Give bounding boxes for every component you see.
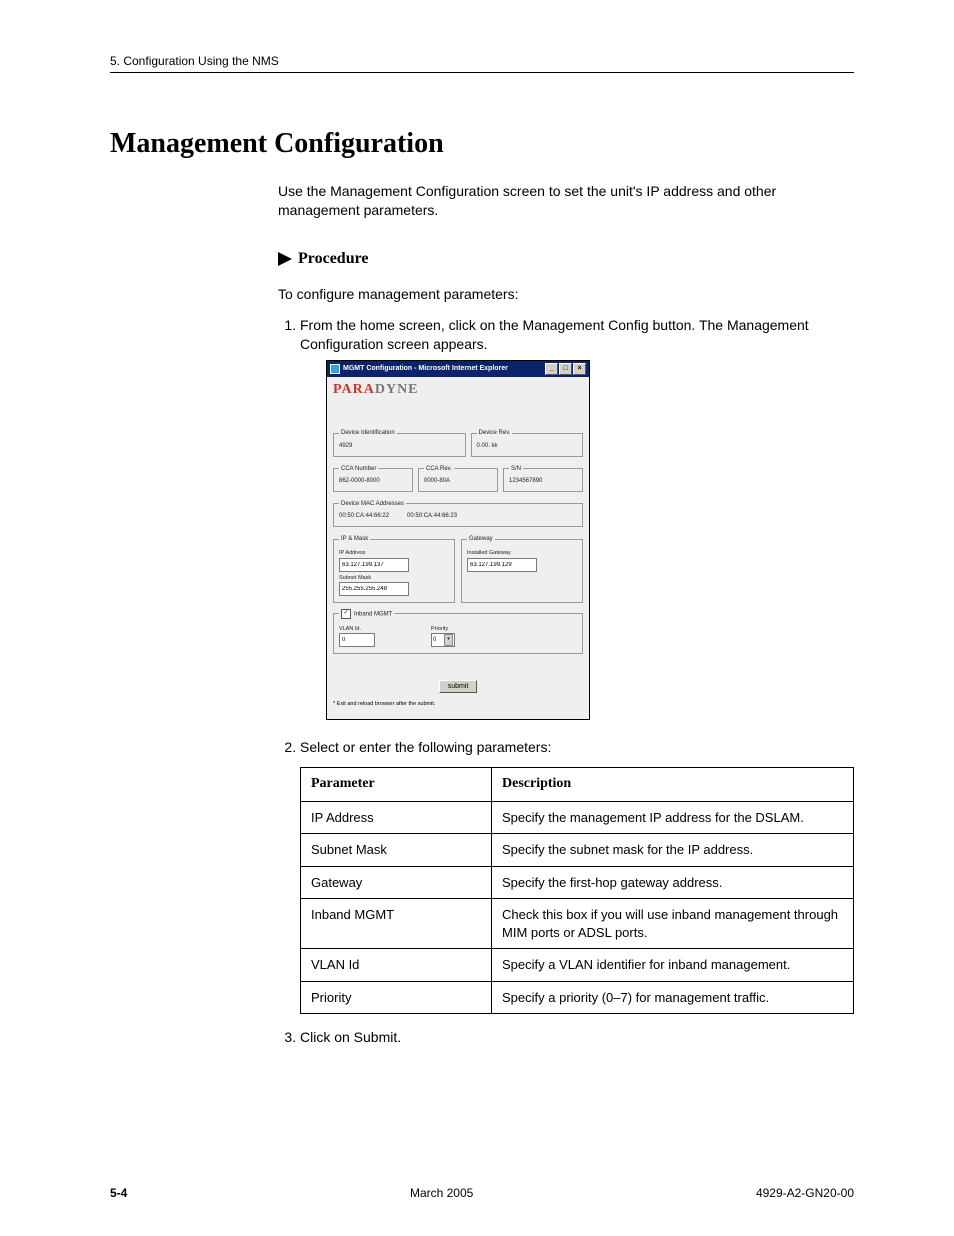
play-arrow-icon: [278, 252, 292, 266]
paradyne-logo: PARADYNE: [333, 381, 583, 400]
gateway-label: Installed Gateway: [467, 550, 577, 557]
brand-part-1: PARA: [333, 382, 375, 397]
cca-rev-value: 0000-80A: [424, 478, 450, 484]
mgmt-config-window: MGMT Configuration - Microsoft Internet …: [326, 360, 590, 720]
table-row: Inband MGMT Check this box if you will u…: [301, 899, 854, 949]
ie-app-icon: [330, 364, 340, 374]
table-row: VLAN Id Specify a VLAN identifier for in…: [301, 949, 854, 982]
mac-address-2: 00:50:CA:44:66:23: [407, 512, 457, 520]
mac-fieldset: Device MAC Addresses 00:50:CA:44:66:22 0…: [333, 500, 583, 527]
vlan-id-input[interactable]: [339, 633, 375, 647]
param-desc: Specify a priority (0–7) for management …: [492, 981, 854, 1014]
gateway-fieldset: Gateway Installed Gateway: [461, 535, 583, 603]
footer-date: March 2005: [410, 1186, 473, 1200]
inband-mgmt-checkbox[interactable]: ✓: [341, 609, 351, 619]
step-2-text: Select or enter the following parameters…: [300, 739, 551, 755]
subnet-mask-label: Subnet Mask: [339, 575, 449, 582]
priority-select[interactable]: 0 ▾: [431, 633, 455, 647]
param-name: Subnet Mask: [301, 834, 492, 867]
cca-number-value: 862-0000-8000: [339, 478, 380, 484]
param-name: IP Address: [301, 801, 492, 834]
device-id-value: 4929: [339, 443, 352, 449]
table-row: Gateway Specify the first-hop gateway ad…: [301, 866, 854, 899]
cca-rev-legend: CCA Rev.: [424, 465, 454, 473]
procedure-lead: To configure management parameters:: [278, 286, 854, 302]
device-id-fieldset: Device Identification 4929: [333, 429, 466, 456]
param-desc: Specify the subnet mask for the IP addre…: [492, 834, 854, 867]
sn-value: 1234567890: [509, 478, 542, 484]
chapter-header: 5. Configuration Using the NMS: [110, 54, 854, 73]
mac-legend: Device MAC Addresses: [339, 500, 406, 508]
subnet-mask-input[interactable]: [339, 582, 409, 596]
device-rev-fieldset: Device Rev. 0.00. kk: [471, 429, 583, 456]
device-rev-legend: Device Rev.: [477, 429, 513, 437]
gateway-input[interactable]: [467, 558, 537, 572]
param-desc: Specify a VLAN identifier for inband man…: [492, 949, 854, 982]
ip-mask-fieldset: IP & Mask IP Address Subnet Mask: [333, 535, 455, 603]
document-number: 4929-A2-GN20-00: [756, 1186, 854, 1200]
priority-label: Priority: [431, 626, 448, 633]
ip-address-label: IP Address: [339, 550, 449, 557]
maximize-button[interactable]: □: [559, 363, 572, 375]
gateway-legend: Gateway: [467, 535, 495, 543]
step-2: Select or enter the following parameters…: [300, 738, 854, 1015]
cca-number-fieldset: CCA Number 862-0000-8000: [333, 465, 413, 492]
procedure-label: Procedure: [298, 250, 369, 268]
cca-number-legend: CCA Number: [339, 465, 378, 473]
page-footer: 5-4 March 2005 4929-A2-GN20-00: [110, 1186, 854, 1200]
ip-mask-legend: IP & Mask: [339, 535, 370, 543]
param-name: VLAN Id: [301, 949, 492, 982]
chevron-down-icon: ▾: [444, 634, 453, 646]
param-desc: Specify the management IP address for th…: [492, 801, 854, 834]
step-3: Click on Submit.: [300, 1028, 854, 1047]
table-row: Priority Specify a priority (0–7) for ma…: [301, 981, 854, 1014]
device-id-legend: Device Identification: [339, 429, 397, 437]
table-row: Subnet Mask Specify the subnet mask for …: [301, 834, 854, 867]
page-number: 5-4: [110, 1186, 127, 1200]
inband-mgmt-fieldset: ✓Inband MGMT VLAN Id. Priority: [333, 609, 583, 654]
ip-address-input[interactable]: [339, 558, 409, 572]
window-title: MGMT Configuration - Microsoft Internet …: [343, 364, 508, 373]
param-desc: Check this box if you will use inband ma…: [492, 899, 854, 949]
step-1-text: From the home screen, click on the Manag…: [300, 317, 809, 352]
submit-note: * Exit and reload browser after the subm…: [333, 701, 583, 708]
inband-mgmt-label: Inband MGMT: [354, 612, 392, 618]
submit-button[interactable]: submit: [439, 680, 478, 693]
minimize-button[interactable]: _: [545, 363, 558, 375]
step-3-text: Click on Submit.: [300, 1029, 401, 1045]
table-row: IP Address Specify the management IP add…: [301, 801, 854, 834]
param-name: Priority: [301, 981, 492, 1014]
window-titlebar: MGMT Configuration - Microsoft Internet …: [327, 361, 589, 377]
intro-text: Use the Management Configuration screen …: [278, 182, 854, 220]
cca-rev-fieldset: CCA Rev. 0000-80A: [418, 465, 498, 492]
step-1: From the home screen, click on the Manag…: [300, 316, 854, 720]
col-description: Description: [492, 767, 854, 801]
vlan-id-label: VLAN Id.: [339, 626, 361, 633]
procedure-heading: Procedure: [278, 250, 854, 268]
device-rev-value: 0.00. kk: [477, 443, 498, 449]
page-title: Management Configuration: [110, 128, 854, 160]
inband-mgmt-legend: ✓Inband MGMT: [339, 609, 394, 619]
sn-legend: S/N: [509, 465, 523, 473]
param-desc: Specify the first-hop gateway address.: [492, 866, 854, 899]
param-name: Gateway: [301, 866, 492, 899]
param-name: Inband MGMT: [301, 899, 492, 949]
parameter-table: Parameter Description IP Address Specify…: [300, 767, 854, 1015]
priority-value: 0: [433, 636, 436, 644]
col-parameter: Parameter: [301, 767, 492, 801]
sn-fieldset: S/N 1234567890: [503, 465, 583, 492]
close-button[interactable]: ×: [573, 363, 586, 375]
mac-address-1: 00:50:CA:44:66:22: [339, 512, 389, 520]
brand-part-2: DYNE: [375, 382, 419, 397]
